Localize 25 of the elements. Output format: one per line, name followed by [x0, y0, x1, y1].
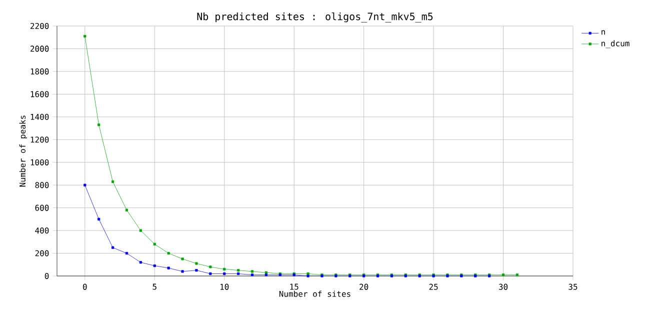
x-tick-label: 20 — [360, 284, 368, 290]
y-tick-label: 600 — [35, 204, 49, 211]
y-tick-label: 1800 — [30, 68, 49, 74]
x-axis-title: Number of sites — [279, 290, 350, 297]
legend-label: n_dcum — [602, 40, 630, 48]
y-tick-label: 1400 — [30, 114, 49, 120]
x-tick-label: 25 — [429, 284, 438, 290]
x-tick-label: 5 — [152, 284, 156, 290]
legend-label: n — [602, 30, 605, 35]
x-tick-label: 0 — [83, 284, 87, 290]
chart-title: Nb predicted sites : oligos_7nt_mkv5_m5 — [197, 12, 433, 22]
y-tick-label: 1200 — [30, 136, 49, 143]
y-tick-label: 200 — [35, 250, 49, 256]
y-tick-label: 1600 — [30, 91, 49, 98]
y-tick-label: 400 — [35, 228, 49, 234]
x-tick-label: 15 — [290, 284, 298, 290]
x-tick-label: 10 — [220, 284, 229, 290]
x-tick-label: 35 — [568, 284, 578, 290]
x-tick-label: 30 — [498, 284, 508, 290]
y-axis-title: Number of peaks — [19, 116, 28, 187]
y-tick-label: 800 — [35, 182, 49, 188]
y-tick-label: 2200 — [30, 22, 49, 30]
y-tick-label: 0 — [44, 272, 49, 280]
y-tick-label: 2000 — [30, 46, 49, 52]
y-tick-label: 1000 — [30, 159, 49, 166]
